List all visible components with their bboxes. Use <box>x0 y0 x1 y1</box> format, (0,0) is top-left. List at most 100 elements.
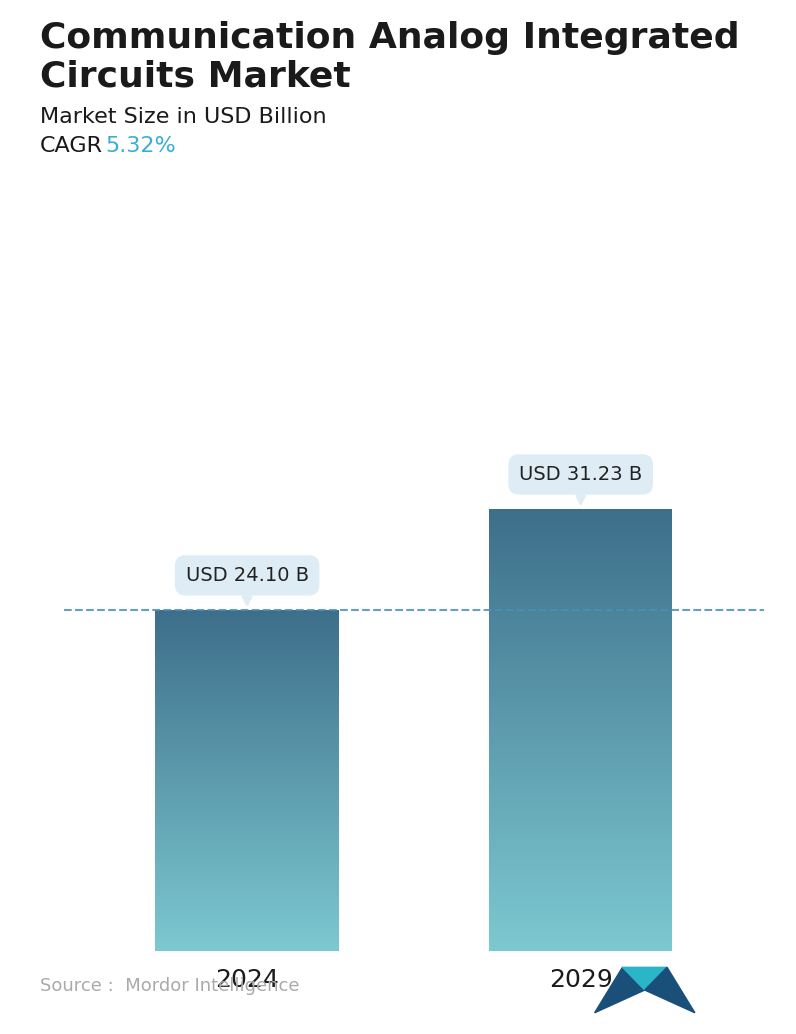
Bar <box>489 934 673 937</box>
Bar <box>489 680 673 683</box>
Bar <box>489 926 673 930</box>
Bar <box>489 925 673 927</box>
Bar <box>155 917 339 919</box>
Bar <box>155 878 339 880</box>
Bar <box>155 945 339 947</box>
Bar <box>489 588 673 590</box>
Bar <box>489 675 673 677</box>
Bar <box>155 830 339 832</box>
Bar <box>155 688 339 690</box>
Bar <box>155 828 339 829</box>
Bar <box>155 659 339 661</box>
Bar <box>489 817 673 819</box>
Bar <box>155 865 339 868</box>
Bar <box>489 773 673 776</box>
Bar <box>155 691 339 692</box>
Bar <box>155 635 339 636</box>
Bar <box>155 696 339 698</box>
Bar <box>155 768 339 770</box>
Bar <box>155 804 339 805</box>
Bar <box>155 723 339 725</box>
Bar <box>155 936 339 938</box>
Bar <box>155 695 339 697</box>
Bar <box>155 694 339 696</box>
Bar <box>155 896 339 898</box>
Bar <box>155 780 339 782</box>
Bar <box>155 764 339 766</box>
Bar <box>489 758 673 760</box>
Bar <box>489 793 673 795</box>
Bar <box>155 667 339 668</box>
Bar <box>155 622 339 624</box>
Bar <box>155 776 339 778</box>
Bar <box>489 578 673 580</box>
Bar <box>155 887 339 889</box>
Bar <box>489 939 673 941</box>
Text: Market Size in USD Billion: Market Size in USD Billion <box>40 107 326 126</box>
Bar <box>155 843 339 845</box>
Bar <box>155 757 339 759</box>
Bar <box>155 618 339 620</box>
Bar <box>155 839 339 840</box>
Bar <box>155 934 339 936</box>
Bar <box>155 626 339 628</box>
Bar <box>489 634 673 636</box>
Bar <box>155 949 339 951</box>
Bar <box>155 915 339 917</box>
Bar <box>155 772 339 774</box>
Bar <box>155 854 339 856</box>
Bar <box>155 935 339 937</box>
Bar <box>489 543 673 545</box>
Bar <box>155 652 339 655</box>
Bar <box>155 852 339 853</box>
Bar <box>155 823 339 825</box>
Bar <box>489 562 673 566</box>
Bar <box>489 902 673 904</box>
Bar <box>155 925 339 927</box>
Bar <box>489 610 673 612</box>
Bar <box>155 617 339 619</box>
Bar <box>155 797 339 799</box>
Bar <box>155 716 339 718</box>
Bar <box>155 888 339 890</box>
Bar <box>489 855 673 857</box>
Bar <box>489 630 673 632</box>
Bar <box>155 787 339 789</box>
Bar <box>489 533 673 535</box>
Bar <box>155 904 339 906</box>
Bar <box>489 719 673 722</box>
Bar <box>489 686 673 688</box>
Bar <box>155 647 339 649</box>
Bar <box>489 553 673 555</box>
Bar <box>489 921 673 923</box>
Bar <box>155 913 339 915</box>
Bar <box>489 600 673 602</box>
Bar <box>155 886 339 887</box>
Bar <box>155 795 339 796</box>
Bar <box>489 704 673 707</box>
Text: 5.32%: 5.32% <box>105 136 176 156</box>
Bar <box>489 849 673 851</box>
Bar <box>489 672 673 674</box>
Bar <box>155 656 339 657</box>
Bar <box>489 540 673 542</box>
Bar <box>489 537 673 539</box>
Bar <box>489 596 673 598</box>
Bar <box>489 930 673 932</box>
Bar <box>489 777 673 779</box>
Bar <box>489 946 673 948</box>
Bar <box>489 512 673 514</box>
Bar <box>155 840 339 841</box>
Bar <box>155 848 339 850</box>
Bar <box>489 589 673 591</box>
Bar <box>155 726 339 727</box>
Bar <box>489 744 673 747</box>
Bar <box>155 808 339 810</box>
Bar <box>489 756 673 758</box>
Bar <box>155 866 339 869</box>
Bar <box>489 916 673 919</box>
Bar <box>155 817 339 818</box>
Bar <box>489 790 673 792</box>
Bar <box>489 554 673 556</box>
Polygon shape <box>595 968 645 1013</box>
